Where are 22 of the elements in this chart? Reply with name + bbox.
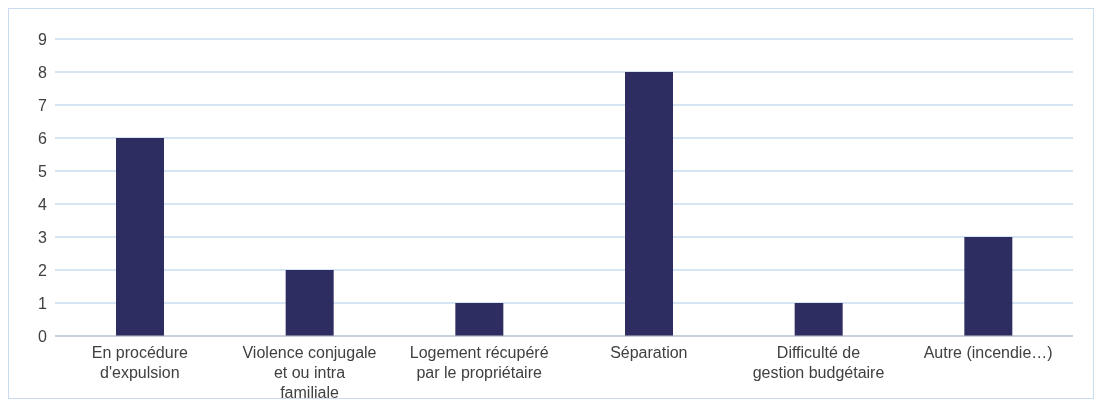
y-tick-label: 1: [38, 294, 48, 312]
bar: [964, 237, 1013, 336]
y-tick-label: 7: [38, 96, 48, 114]
y-tick-label: 6: [38, 129, 48, 147]
y-tick-label: 8: [38, 63, 48, 81]
bar: [625, 72, 673, 336]
x-tick-label: Violence conjugale et ou intra familiale: [242, 344, 377, 401]
y-tick-label: 0: [38, 327, 48, 345]
bar: [116, 138, 164, 336]
bar: [794, 303, 843, 336]
y-tick-label: 9: [38, 30, 48, 48]
x-tick-label: Séparation: [610, 344, 688, 361]
x-tick-label: Autre (incendie…): [923, 344, 1053, 361]
y-tick-label: 5: [38, 162, 48, 180]
y-tick-label: 4: [38, 195, 48, 213]
y-tick-label: 2: [38, 261, 48, 279]
y-tick-label: 3: [38, 228, 48, 246]
x-tick-label: Difficulté de gestion budgétaire: [752, 344, 885, 381]
bar: [455, 303, 504, 336]
x-tick-label: Logement récupéré par le propriétaire: [409, 344, 549, 381]
bar: [285, 270, 334, 336]
x-tick-label: En procédure d'expulsion: [91, 344, 188, 381]
